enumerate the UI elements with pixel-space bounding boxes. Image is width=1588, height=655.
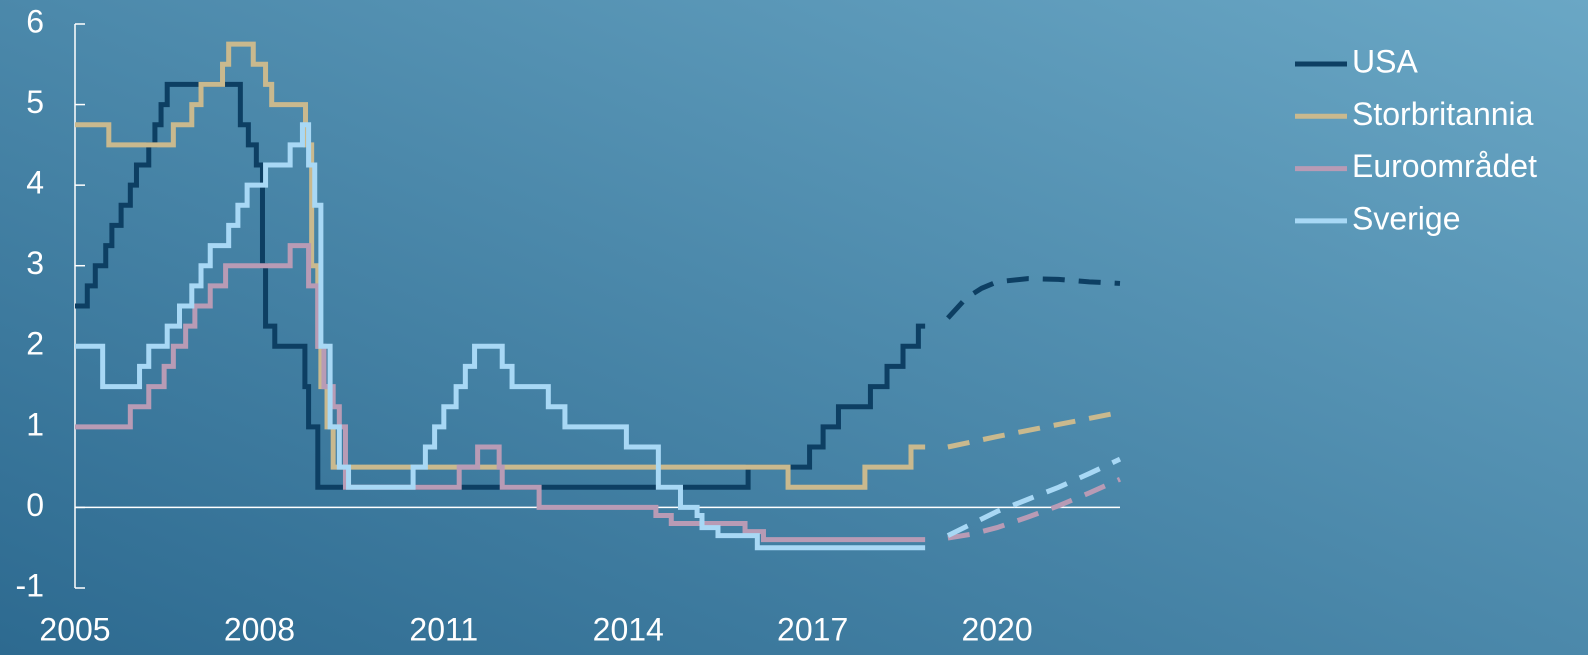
- y-tick-label: 5: [26, 84, 44, 120]
- forecast-line: [946, 276, 1121, 320]
- y-tick-label: 2: [26, 326, 44, 362]
- y-tick-label: 4: [26, 165, 44, 201]
- x-tick-label: 2017: [777, 611, 848, 647]
- series-line: [75, 122, 926, 551]
- series-line: [75, 81, 926, 490]
- series-line: [75, 41, 926, 490]
- y-tick-label: 3: [26, 245, 44, 281]
- y-tick-label: -1: [16, 567, 44, 603]
- y-tick-label: 1: [26, 406, 44, 442]
- legend-label: Storbritannia: [1352, 96, 1534, 132]
- x-tick-label: 2014: [593, 611, 664, 647]
- x-tick-label: 2005: [39, 611, 110, 647]
- y-tick-label: 0: [26, 487, 44, 523]
- x-tick-label: 2011: [409, 611, 478, 647]
- legend-label: Euroområdet: [1352, 148, 1537, 184]
- forecast-line: [947, 409, 1121, 450]
- legend-label: USA: [1352, 43, 1418, 79]
- forecast-line: [947, 476, 1122, 541]
- forecast-line: [946, 456, 1122, 538]
- x-tick-label: 2008: [224, 611, 295, 647]
- legend-label: Sverige: [1352, 200, 1461, 236]
- y-tick-label: 6: [26, 3, 44, 39]
- x-tick-label: 2020: [961, 611, 1032, 647]
